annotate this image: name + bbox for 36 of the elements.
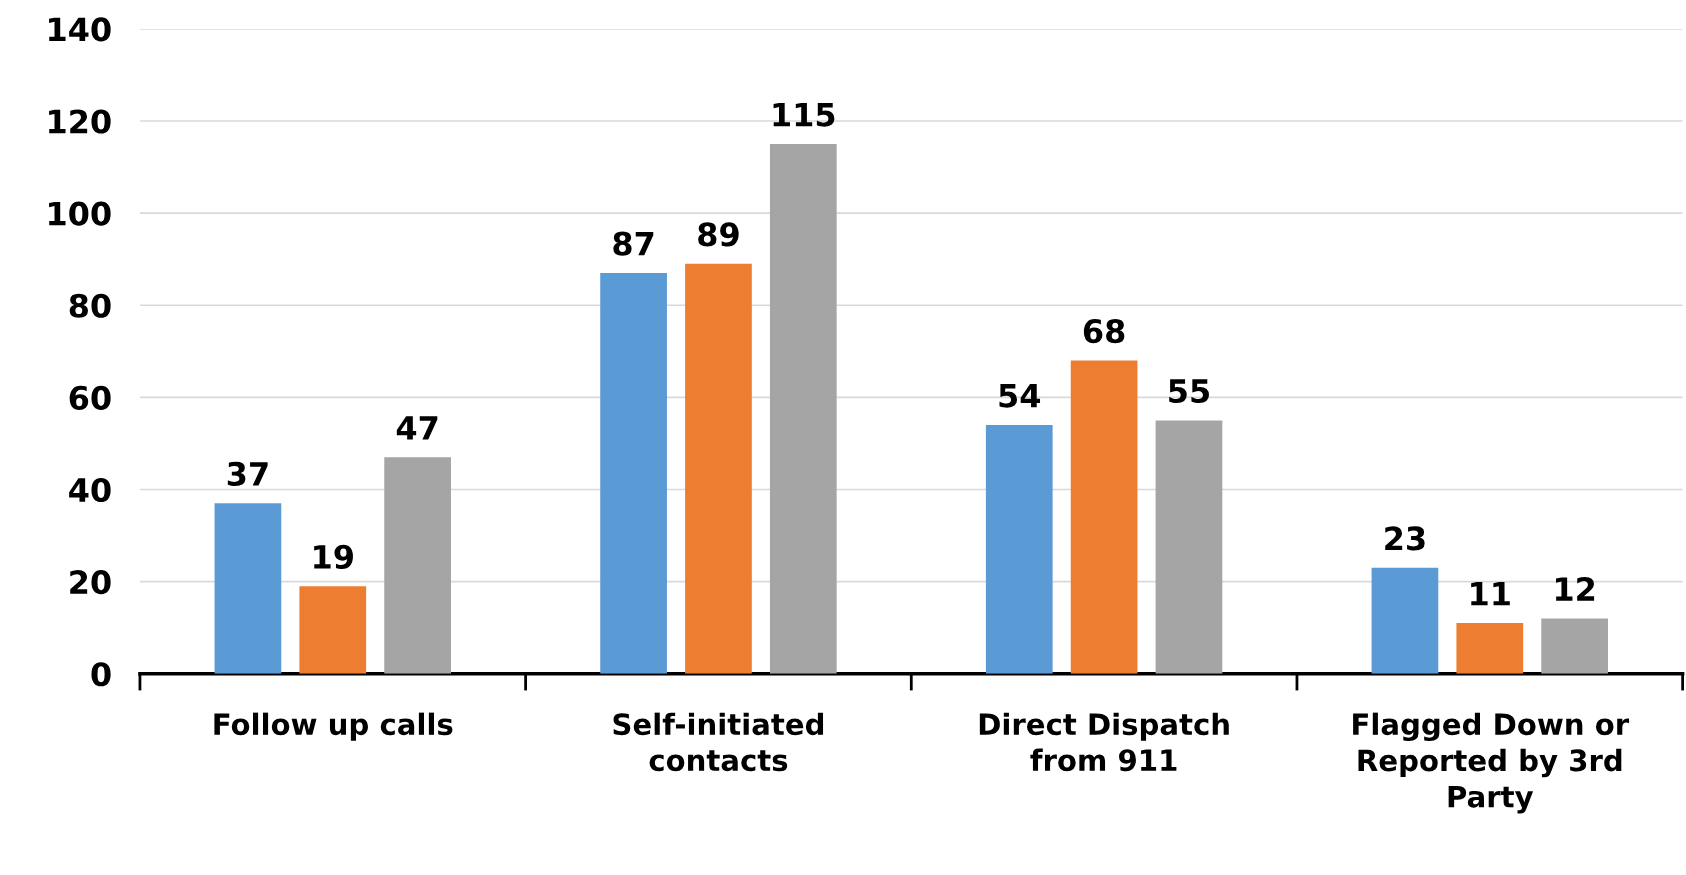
bar [299, 586, 367, 674]
data-label: 89 [698, 222, 739, 247]
bar [384, 457, 451, 674]
y-tick-label: 0 [91, 662, 111, 687]
bar [1155, 420, 1223, 674]
bar [1456, 623, 1524, 674]
data-label: 19 [314, 544, 353, 569]
y-tick-label: 100 [49, 201, 111, 226]
x-tick-label: Direct Dispatch from 911 [979, 712, 1229, 772]
bar [600, 273, 667, 674]
y-tick-label: 60 [69, 385, 111, 410]
data-label: 68 [1083, 319, 1125, 344]
y-tick-label: 120 [49, 109, 111, 134]
bar [685, 263, 752, 674]
bar [1371, 567, 1439, 674]
data-label: 11 [1471, 582, 1510, 606]
bar [1541, 618, 1608, 674]
x-tick-label: Self-initiated contacts [613, 712, 824, 772]
bar [769, 144, 837, 674]
y-tick-label: 20 [70, 570, 111, 595]
y-tick-label: 80 [69, 293, 111, 318]
bar [1070, 360, 1138, 674]
data-label: 87 [613, 231, 654, 256]
y-tick-label: 140 [49, 17, 111, 42]
data-label: 54 [999, 383, 1041, 408]
x-tick-label: Flagged Down or Reported by 3rd Party [1353, 712, 1630, 814]
x-tick-label: Follow up calls [214, 712, 453, 741]
data-label: 115 [773, 102, 835, 127]
bar [985, 425, 1053, 674]
data-label: 55 [1169, 379, 1209, 404]
data-label: 12 [1556, 577, 1595, 601]
y-tick-label: 40 [69, 477, 111, 503]
data-label: 47 [396, 416, 438, 440]
data-label: 37 [227, 461, 268, 487]
bar [214, 503, 282, 674]
data-label: 23 [1385, 526, 1425, 551]
